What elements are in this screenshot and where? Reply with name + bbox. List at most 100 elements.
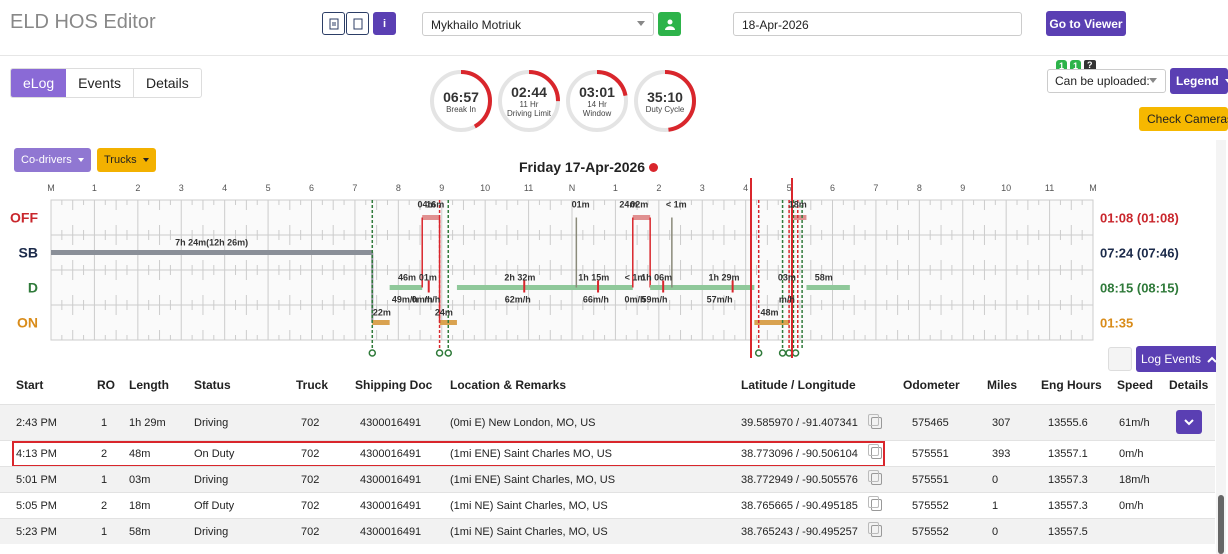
hour-label: 3 <box>179 183 184 193</box>
th-odometer: Odometer <box>903 378 960 392</box>
cell-length: 58m <box>129 526 151 538</box>
cell-length: 48m <box>129 448 151 460</box>
hour-label: 4 <box>743 183 748 193</box>
trucks-label: Trucks <box>104 154 137 166</box>
comment-icon[interactable] <box>1108 347 1132 371</box>
graph-duration-label: 7h 24m(12h 26m) <box>175 238 248 248</box>
table-row[interactable]: 5:05 PM 2 18m Off Duty 702 4300016491 (1mi NE)… <box>0 492 1215 518</box>
scrollbar[interactable] <box>1216 140 1226 554</box>
upload-select[interactable]: Can be uploaded: <box>1047 69 1166 93</box>
cell-location: (1mi NE) Saint Charles, MO, US <box>450 500 608 512</box>
th-length: Length <box>129 378 169 392</box>
cell-location: (1mi NE) Saint Charles, MO, US <box>450 526 608 538</box>
cell-speed: 18m/h <box>1119 474 1150 486</box>
cell-status: Driving <box>194 417 229 429</box>
driver-select[interactable]: Mykhailo Motriuk <box>422 12 654 36</box>
th-start: Start <box>16 378 44 392</box>
gauge-value: 02:44 <box>511 84 547 100</box>
cell-eng: 13557.5 <box>1048 526 1088 538</box>
document-icon[interactable] <box>322 12 345 35</box>
hour-label: 5 <box>787 183 792 193</box>
note-icon[interactable] <box>346 12 369 35</box>
location-pin-icon <box>754 349 763 357</box>
hour-label: 11 <box>524 183 533 193</box>
status-row-total: 07:24 (07:46) <box>1100 246 1179 261</box>
status-row-label: SB <box>19 245 38 261</box>
tab-details[interactable]: Details <box>132 69 201 97</box>
cell-status: Driving <box>194 526 229 538</box>
cell-doc: 4300016491 <box>360 417 422 429</box>
cell-latlon: 39.585970 / -91.407341 <box>741 417 858 429</box>
cell-start: 2:43 PM <box>16 417 57 429</box>
graph-duration-label: 1h 06m <box>641 273 672 283</box>
hour-label: M <box>47 183 55 193</box>
cell-location: (1mi ENE) Saint Charles, MO, US <box>450 474 616 486</box>
upload-badge-1: 1 <box>1056 60 1068 72</box>
cell-speed: 61m/h <box>1119 417 1150 429</box>
trucks-dropdown[interactable]: Trucks <box>97 148 156 172</box>
graph-duration-label: 57m/h <box>707 295 733 305</box>
tab-elog[interactable]: eLog <box>11 69 67 97</box>
graph-duration-label: 66m/h <box>583 295 609 305</box>
go-to-viewer-button[interactable]: Go to Viewer <box>1046 11 1126 36</box>
selection-highlight <box>750 178 793 358</box>
legend-button[interactable]: Legend <box>1170 68 1228 94</box>
cell-miles: 307 <box>992 417 1011 429</box>
app-title: ELD HOS Editor <box>10 11 156 33</box>
gauge-label: Duty Cycle <box>645 104 685 114</box>
chevron-down-icon <box>1184 418 1194 425</box>
gauge-0: 06:57 Break In <box>428 68 494 134</box>
gauge-label: 14 Hr Window <box>582 100 612 118</box>
graph-duration-label: 0m/h <box>412 295 433 305</box>
table-row[interactable]: 2:43 PM 1 1h 29m Driving 702 4300016491 (0mi E… <box>0 404 1215 440</box>
events-table: Start RO Length Status Truck Shipping Do… <box>0 374 1215 554</box>
date-input[interactable]: 18-Apr-2026 <box>733 12 1022 36</box>
hour-label: 6 <box>830 183 835 193</box>
expand-details-button[interactable] <box>1176 410 1202 434</box>
info-button[interactable]: i <box>373 12 396 35</box>
graph-duration-label: 04m <box>418 200 436 210</box>
copy-icon[interactable] <box>868 414 882 429</box>
header-divider <box>0 55 1228 56</box>
cell-start: 5:23 PM <box>16 526 57 538</box>
cell-speed: 0m/h <box>1119 448 1144 460</box>
table-row[interactable]: 5:23 PM 1 58m Driving 702 4300016491 (1mi NE) … <box>0 518 1215 544</box>
copy-icon[interactable] <box>868 444 882 459</box>
table-row[interactable]: 5:01 PM 1 03m Driving 702 4300016491 (1mi ENE)… <box>0 466 1215 492</box>
th-truck: Truck <box>296 378 329 392</box>
copy-icon[interactable] <box>868 496 882 511</box>
th-shipping-doc: Shipping Doc <box>355 378 433 392</box>
cell-length: 18m <box>129 500 151 512</box>
copy-icon[interactable] <box>868 470 882 485</box>
codrivers-label: Co-drivers <box>21 154 72 166</box>
check-cameras-button[interactable]: Check Cameras <box>1139 107 1228 131</box>
cell-doc: 4300016491 <box>360 448 422 460</box>
cell-length: 03m <box>129 474 151 486</box>
user-icon[interactable] <box>658 12 681 36</box>
cell-truck: 702 <box>301 474 320 486</box>
th-miles: Miles <box>987 378 1018 392</box>
cell-eng: 13557.1 <box>1048 448 1088 460</box>
graph-duration-label: 48m <box>761 308 779 318</box>
graph-duration-label: 03m <box>778 273 796 283</box>
gauge-ring <box>566 70 628 132</box>
copy-icon[interactable] <box>868 522 882 537</box>
cell-latlon: 38.773096 / -90.506104 <box>741 448 858 460</box>
tab-events[interactable]: Events <box>78 75 121 91</box>
th-speed: Speed <box>1117 378 1154 392</box>
th-details: Details <box>1169 378 1209 392</box>
codrivers-dropdown[interactable]: Co-drivers <box>14 148 91 172</box>
log-title-text: Friday 17-Apr-2026 <box>519 159 646 175</box>
scrollbar-thumb[interactable] <box>1218 495 1224 554</box>
graph-duration-label: 59m/h <box>641 295 667 305</box>
status-row-label: OFF <box>10 210 38 226</box>
cell-eng: 13557.3 <box>1048 474 1088 486</box>
log-events-button[interactable]: Log Events <box>1136 346 1222 372</box>
view-tabs: eLog Events Details <box>10 68 202 98</box>
graph-duration-label: m/h <box>779 295 795 305</box>
table-row[interactable]: 4:13 PM 2 48m On Duty 702 4300016491 (1mi ENE)… <box>0 440 1215 467</box>
gauge-value: 06:57 <box>443 88 479 105</box>
cell-ro: 2 <box>101 500 108 512</box>
cell-ro: 2 <box>101 448 108 460</box>
gauge-1: 02:44 11 Hr Driving Limit <box>496 68 562 134</box>
